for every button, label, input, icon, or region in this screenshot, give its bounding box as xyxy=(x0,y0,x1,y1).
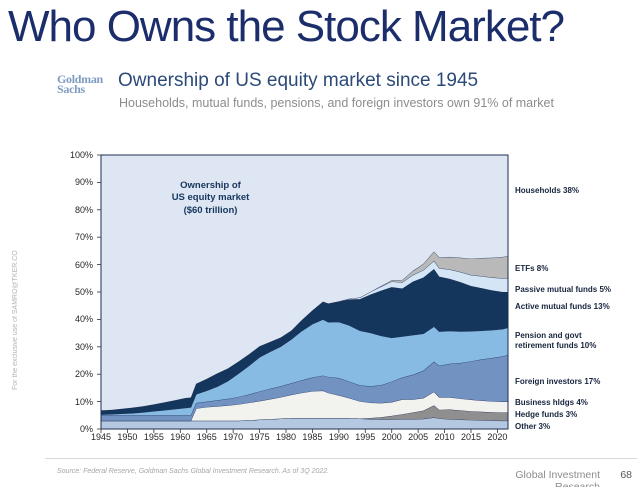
footer-division-label: Global Investment Research xyxy=(515,469,600,487)
y-axis-tick-label: 100% xyxy=(69,150,93,160)
annotation-line-2: US equity market xyxy=(171,192,250,204)
area-business-hldgs xyxy=(101,390,508,421)
y-axis-tick-label: 70% xyxy=(74,232,93,243)
x-axis-tick-label: 1995 xyxy=(355,432,376,442)
y-axis-tick-label: 30% xyxy=(74,341,93,352)
y-axis-tick-label: 90% xyxy=(74,177,93,188)
chart-annotation: Ownership of US equity market ($60 trill… xyxy=(148,180,273,217)
stacked-area-chart xyxy=(97,154,509,433)
area-foreign-investors xyxy=(101,355,508,421)
x-axis-tick-label: 1990 xyxy=(328,432,349,442)
y-axis-tick-label: 0% xyxy=(79,424,93,434)
chart-header-subtitle: Households, mutual funds, pensions, and … xyxy=(119,96,554,110)
x-axis-tick-label: 1975 xyxy=(249,432,270,442)
legend-business-hldgs: Business hldgs 4% xyxy=(515,398,588,407)
legend-active-mutual-funds: Active mutual funds 13% xyxy=(515,302,610,311)
legend-passive-mutual-funds: Passive mutual funds 5% xyxy=(515,285,612,294)
area-passive-mutual-funds xyxy=(101,260,508,411)
x-axis-tick-label: 1955 xyxy=(143,432,164,442)
legend-other: Other 3% xyxy=(515,422,551,431)
x-axis-tick-label: 1980 xyxy=(275,432,297,442)
x-axis-tick-label: 2000 xyxy=(381,432,402,442)
x-axis-tick-label: 2010 xyxy=(434,432,455,442)
legend-pension-govt-retirement: Pension and govt retirement funds 10% xyxy=(515,331,597,350)
area-etfs xyxy=(101,251,508,411)
legend-foreign-investors: Foreign investors 17% xyxy=(515,377,601,386)
footer-divider xyxy=(45,458,637,459)
x-axis-tick-label: 1950 xyxy=(117,432,138,442)
x-axis-tick-label: 2015 xyxy=(460,432,482,442)
legend-households: Households 38% xyxy=(515,186,580,195)
source-note: Source: Federal Reserve, Goldman Sachs G… xyxy=(57,468,330,475)
y-axis-tick-label: 50% xyxy=(74,287,93,297)
logo-line-1: Goldman xyxy=(57,72,103,86)
x-axis-tick-label: 2005 xyxy=(408,432,429,442)
x-axis-tick-label: 1960 xyxy=(170,432,191,442)
y-axis-tick-label: 40% xyxy=(74,314,93,325)
page-number: 68 xyxy=(620,469,632,481)
y-axis-tick-label: 60% xyxy=(74,259,93,270)
x-axis-tick-label: 1970 xyxy=(223,432,244,442)
page-title: Who Owns the Stock Market? xyxy=(8,2,565,51)
y-axis-tick-label: 10% xyxy=(74,396,93,407)
x-axis-tick-label: 1985 xyxy=(302,432,323,442)
legend-etfs: ETFs 8% xyxy=(515,264,549,273)
annotation-line-3: ($60 trillion) xyxy=(183,204,238,216)
watermark-text: For the exclusive use of SAMRO@TKER.CO xyxy=(12,250,19,390)
area-other xyxy=(101,417,508,429)
y-axis-tick-label: 80% xyxy=(74,204,93,215)
goldman-sachs-logo: Goldman Sachs xyxy=(57,72,103,96)
y-axis-tick-label: 20% xyxy=(74,369,93,380)
x-axis-tick-label: 1945 xyxy=(90,432,112,442)
area-hedge-funds xyxy=(101,405,508,421)
boundary-etfs xyxy=(100,250,509,411)
area-active-mutual-funds xyxy=(101,268,508,415)
area-pension-govt-retirement xyxy=(101,319,508,416)
logo-line-2: Sachs xyxy=(57,82,85,96)
annotation-line-1: Ownership of xyxy=(180,180,241,191)
chart-header-title: Ownership of US equity market since 1945 xyxy=(118,70,479,91)
x-axis-tick-label: 1965 xyxy=(196,432,217,442)
legend-hedge-funds: Hedge funds 3% xyxy=(515,410,578,419)
x-axis-tick-label: 2020 xyxy=(487,432,508,442)
area-households xyxy=(101,155,508,411)
